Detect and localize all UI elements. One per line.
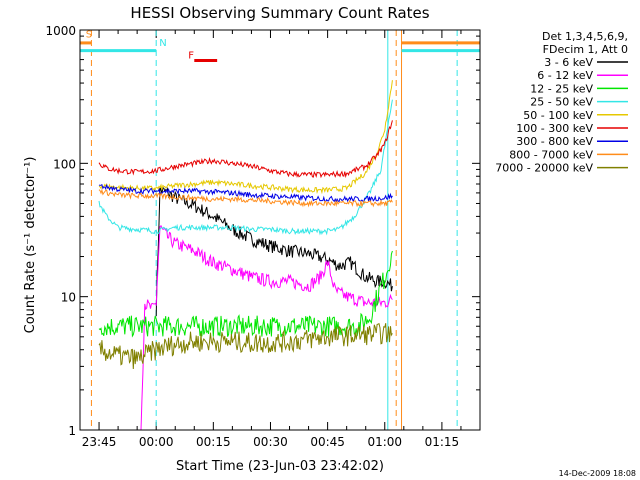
chart-title: HESSI Observing Summary Count Rates bbox=[130, 4, 429, 22]
x-tick-label: 01:00 bbox=[367, 435, 402, 449]
x-axis-label: Start Time (23-Jun-03 23:42:02) bbox=[176, 459, 384, 474]
series-line-3 bbox=[98, 250, 393, 338]
legend-header: Det 1,3,4,5,6,9, bbox=[542, 30, 628, 43]
flag-s-label: S bbox=[86, 29, 92, 40]
series-line-6 bbox=[98, 120, 393, 179]
y-axis-label: Count Rate (s⁻¹ detector⁻¹) bbox=[23, 157, 38, 334]
x-tick-label: 00:15 bbox=[196, 435, 231, 449]
x-tick-label: 00:30 bbox=[253, 435, 288, 449]
x-tick-label: 00:00 bbox=[139, 435, 174, 449]
series-line-4 bbox=[98, 99, 393, 236]
y-tick-label: 10 bbox=[61, 291, 76, 305]
legend-label: 25 - 50 keV bbox=[530, 96, 593, 109]
timestamp: 14-Dec-2009 18:08 bbox=[559, 469, 636, 478]
legend-label: 800 - 7000 keV bbox=[509, 148, 593, 161]
x-tick-label: 23:45 bbox=[82, 435, 117, 449]
series-line-8 bbox=[98, 188, 393, 208]
legend-header: FDecim 1, Att 0 bbox=[543, 43, 628, 56]
flag-f-label: F bbox=[188, 51, 194, 62]
y-tick-label: 1000 bbox=[45, 24, 76, 38]
legend-label: 300 - 800 keV bbox=[516, 135, 593, 148]
x-tick-label: 00:45 bbox=[310, 435, 345, 449]
plot-frame bbox=[79, 29, 481, 431]
legend-label: 50 - 100 keV bbox=[523, 109, 593, 122]
legend-label: 12 - 25 keV bbox=[530, 82, 593, 95]
y-tick-label: 1 bbox=[68, 424, 76, 438]
series-line-9 bbox=[98, 323, 393, 370]
legend-label: 100 - 300 keV bbox=[516, 122, 593, 135]
series-line-1 bbox=[155, 186, 393, 317]
series-line-2 bbox=[140, 225, 393, 431]
series-line-7 bbox=[98, 183, 393, 203]
legend-label: 7000 - 20000 keV bbox=[495, 162, 593, 175]
flag-n-label: N bbox=[159, 38, 166, 49]
y-tick-label: 100 bbox=[53, 157, 76, 171]
legend-label: 6 - 12 keV bbox=[537, 69, 593, 82]
legend-label: 3 - 6 keV bbox=[544, 56, 593, 69]
series-line-5 bbox=[98, 80, 393, 195]
x-tick-label: 01:15 bbox=[425, 435, 460, 449]
